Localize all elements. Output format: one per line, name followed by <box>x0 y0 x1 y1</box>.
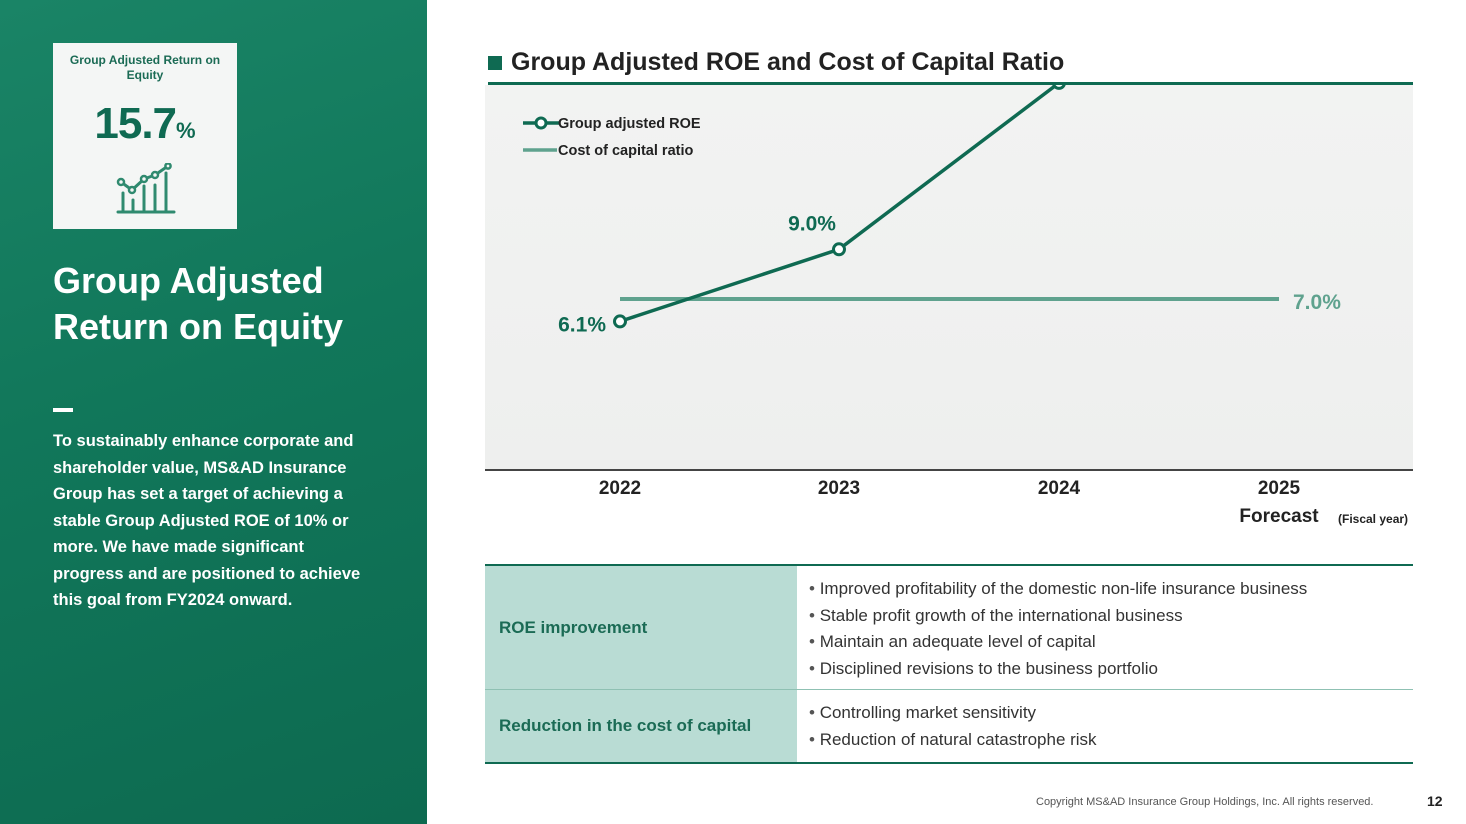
list-item: Disciplined revisions to the business po… <box>809 656 1413 683</box>
legend-roe-marker <box>534 116 548 130</box>
kpi-card: Group Adjusted Return on Equity 15.7% <box>53 43 237 229</box>
roe-point <box>832 242 846 257</box>
left-panel: Group Adjusted Return on Equity 15.7% <box>0 0 427 824</box>
table-row: Reduction in the cost of capital Control… <box>485 689 1413 762</box>
row-items: Controlling market sensitivity Reduction… <box>797 690 1413 762</box>
panel-description: To sustainably enhance corporate and sha… <box>53 432 361 609</box>
section-title: Group Adjusted ROE and Cost of Capital R… <box>511 48 1065 76</box>
section-header: Group Adjusted ROE and Cost of Capital R… <box>488 48 1413 85</box>
x-tick-label: 2025 <box>1257 478 1301 499</box>
roe-line <box>619 85 1060 324</box>
panel-title: Group Adjusted Return on Equity <box>53 260 343 347</box>
list-item: Maintain an adequate level of capital <box>809 629 1413 656</box>
chart-background <box>485 85 1413 470</box>
table-row: ROE improvement Improved profitability o… <box>485 566 1413 689</box>
row-items: Improved profitability of the domestic n… <box>797 566 1413 689</box>
initiatives-table: ROE improvement Improved profitability o… <box>485 564 1413 764</box>
roe-data-label: 6.1% <box>558 313 606 336</box>
legend-cost-label: Cost of capital ratio <box>558 143 693 159</box>
roe-point <box>613 314 627 329</box>
page-number: 12 <box>1427 793 1443 809</box>
growth-chart-icon <box>116 163 176 214</box>
copyright-text: Copyright MS&AD Insurance Group Holdings… <box>1036 796 1374 808</box>
cost-of-capital-data-label: 7.0% <box>1293 291 1341 314</box>
list-item: Controlling market sensitivity <box>809 700 1413 727</box>
legend-roe-label: Group adjusted ROE <box>558 116 701 132</box>
roe-data-label: 9.0% <box>788 212 836 235</box>
x-axis-line <box>485 469 1413 471</box>
divider <box>53 408 73 412</box>
x-tick-label: 2023 <box>817 478 861 499</box>
x-tick-label: 2024 <box>1037 478 1081 499</box>
row-header: Reduction in the cost of capital <box>485 690 797 762</box>
kpi-number: 15.7 <box>94 99 177 148</box>
forecast-label: Forecast <box>1239 506 1319 527</box>
roe-point <box>1052 85 1066 90</box>
list-item: Stable profit growth of the internationa… <box>809 603 1413 630</box>
roe-line-chart: 6.1%9.0%15.7%16.4%7.0%Group adjusted ROE… <box>523 85 1341 336</box>
list-item: Reduction of natural catastrophe risk <box>809 727 1413 754</box>
row-header: ROE improvement <box>485 566 797 689</box>
kpi-unit: % <box>176 118 196 143</box>
list-item: Improved profitability of the domestic n… <box>809 576 1413 603</box>
x-axis-label: (Fiscal year) <box>1338 512 1409 526</box>
kpi-value: 15.7% <box>53 99 237 149</box>
title-bullet-icon <box>488 56 502 70</box>
x-tick-label: 2022 <box>598 478 642 499</box>
kpi-label: Group Adjusted Return on Equity <box>69 53 221 82</box>
